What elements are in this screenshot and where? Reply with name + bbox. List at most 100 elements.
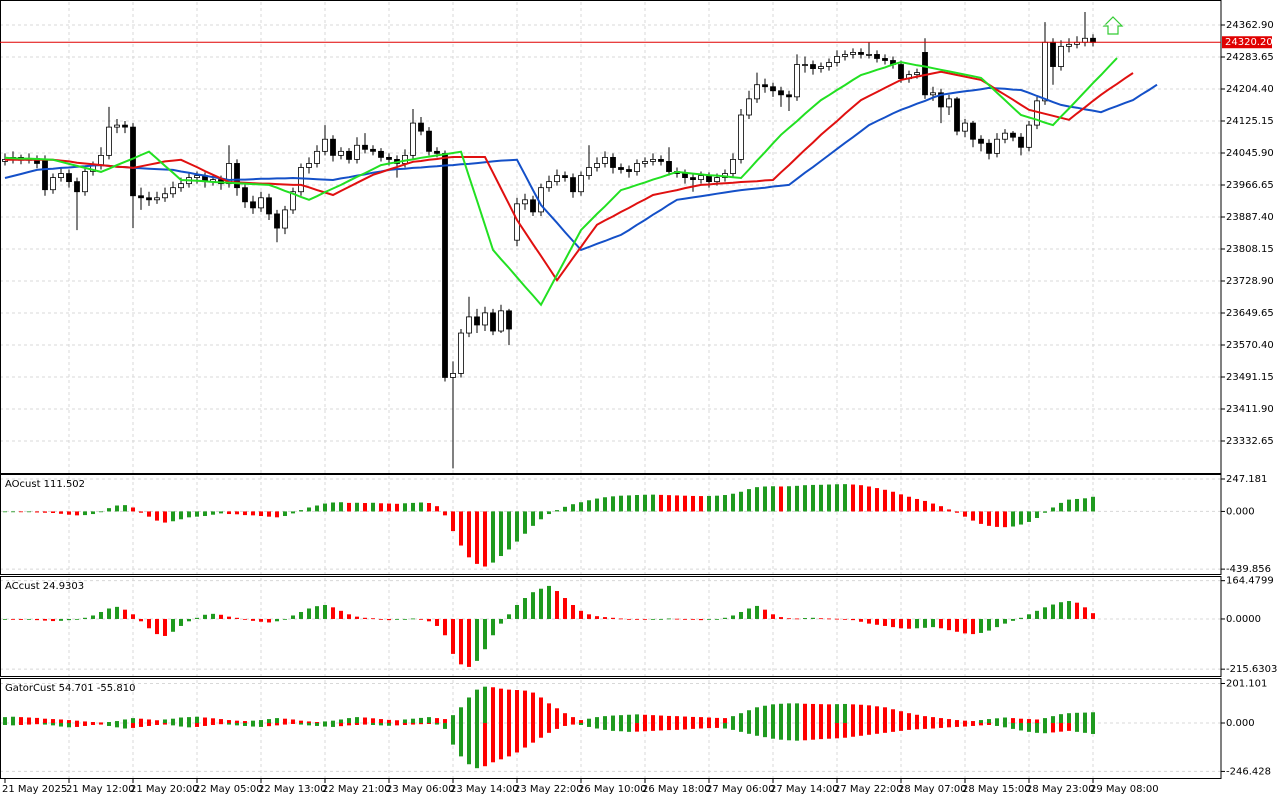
candle-body — [946, 98, 952, 108]
candle-body — [914, 72, 920, 76]
histogram-bar — [427, 503, 431, 512]
candle-body — [682, 173, 688, 178]
candle-body — [690, 177, 696, 181]
candle-body — [522, 199, 528, 205]
histogram-bar — [491, 618, 495, 636]
gator-bar — [755, 723, 759, 736]
y-tick-label: 23332.65 — [1226, 436, 1274, 447]
x-tick-label: 21 May 2025 — [2, 784, 67, 795]
histogram-bar — [763, 609, 767, 619]
candle-body — [466, 316, 472, 334]
gator-bar — [771, 723, 775, 739]
histogram-bar — [83, 617, 87, 619]
histogram-bar — [179, 618, 183, 626]
gator-bar — [203, 723, 207, 726]
gator-bar — [51, 719, 55, 724]
candle-body — [610, 157, 616, 168]
histogram-bar — [611, 617, 615, 619]
histogram-bar — [235, 511, 239, 515]
gator-bar — [1019, 718, 1023, 724]
gator-bar — [979, 720, 983, 724]
candle-body — [162, 193, 168, 199]
histogram-bar — [115, 606, 119, 619]
histogram-bar — [939, 618, 943, 629]
histogram-bar — [931, 503, 935, 512]
y-tick-label: 0.000 — [1226, 718, 1255, 729]
histogram-bar — [187, 511, 191, 518]
candle-body — [738, 114, 744, 160]
histogram-bar — [411, 502, 415, 512]
histogram-bar — [283, 618, 287, 620]
histogram-bar — [91, 615, 95, 619]
gator-bar — [699, 723, 703, 729]
candle-body — [922, 52, 928, 96]
histogram-bar — [195, 617, 199, 619]
histogram-bar — [915, 618, 919, 629]
candle-body — [114, 124, 120, 128]
candle-body — [650, 159, 656, 162]
candle-body — [810, 64, 816, 69]
histogram-bar — [1027, 511, 1031, 522]
histogram-bar — [643, 618, 647, 620]
histogram-bar — [419, 502, 423, 512]
histogram-bar — [379, 503, 383, 512]
histogram-bar — [203, 614, 207, 619]
gator-bar — [507, 689, 511, 724]
histogram-bar — [1035, 511, 1039, 518]
panel-frame — [0, 576, 1222, 677]
histogram-bar — [291, 511, 295, 514]
gator-bar — [155, 720, 159, 724]
gator-bar — [475, 689, 479, 724]
candle-body — [362, 144, 368, 150]
gator-bar — [267, 719, 271, 724]
histogram-bar — [491, 511, 495, 563]
candle-body — [386, 157, 392, 160]
candle-body — [42, 159, 48, 191]
gator-bar — [1035, 723, 1039, 733]
histogram-bar — [955, 511, 959, 513]
gator-bar — [539, 723, 543, 738]
histogram-bar — [699, 496, 703, 512]
histogram-bar — [99, 511, 103, 513]
gator-bar — [539, 697, 543, 724]
histogram-bar — [331, 607, 335, 619]
histogram-bar — [579, 610, 583, 619]
histogram-bar — [35, 511, 39, 513]
gator-bar — [323, 723, 327, 727]
histogram-bar — [947, 509, 951, 512]
histogram-bar — [587, 500, 591, 512]
gator-bar — [843, 723, 847, 738]
histogram-bar — [1035, 610, 1039, 619]
gator-bar — [363, 717, 367, 724]
histogram-bar — [603, 617, 607, 619]
gator-bar — [203, 717, 207, 724]
gator-bar — [411, 718, 415, 724]
histogram-bar — [371, 502, 375, 512]
histogram-bar — [355, 616, 359, 619]
y-tick-label: 247.181 — [1226, 474, 1267, 485]
histogram-bar — [523, 598, 527, 619]
histogram-bar — [123, 505, 127, 512]
histogram-bar — [1059, 502, 1063, 512]
gator-bar — [723, 723, 727, 729]
gator-bar — [147, 719, 151, 724]
histogram-bar — [635, 618, 639, 620]
gator-bar — [1003, 723, 1007, 728]
histogram-bar — [859, 485, 863, 512]
histogram-bar — [659, 618, 663, 620]
gator-bar — [1043, 723, 1047, 734]
candle-body — [194, 175, 200, 178]
histogram-bar — [459, 618, 463, 665]
candle-body — [346, 150, 352, 160]
gator-bar — [939, 718, 943, 724]
histogram-bar — [619, 495, 623, 512]
candle-body — [978, 138, 984, 144]
candle-body — [866, 54, 872, 56]
gator-bar — [243, 723, 247, 726]
histogram-bar — [267, 511, 271, 517]
gator-bar — [987, 723, 991, 725]
gator-bar — [635, 714, 639, 724]
histogram-bar — [563, 598, 567, 619]
y-tick-label: 23649.65 — [1226, 308, 1274, 319]
